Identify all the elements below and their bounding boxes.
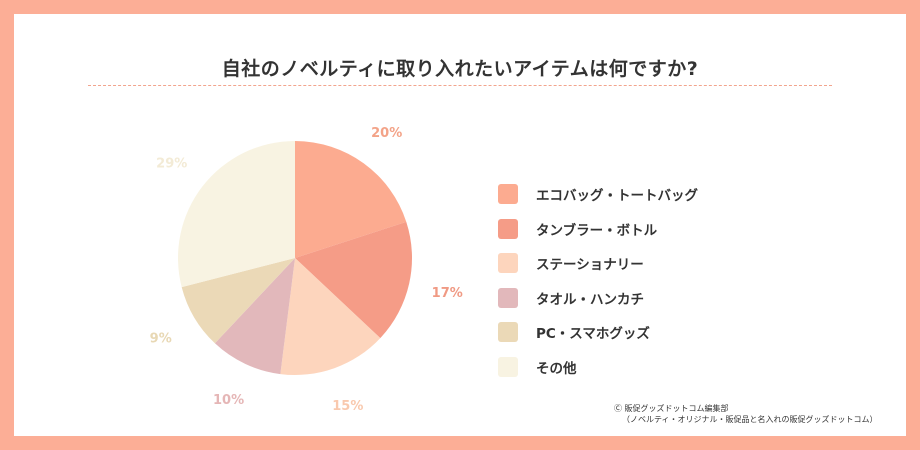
data-label-1: 20% [371,126,402,141]
legend-item-1: エコバッグ・トートバッグ [498,177,798,212]
chart-title: 自社のノベルティに取り入れたいアイテムは何ですか? [221,58,699,80]
data-label-6: 29% [156,156,187,171]
title-divider [88,85,832,86]
legend-swatch [498,287,518,308]
legend-label: タオル・ハンカチ [536,291,644,308]
pie-slice-3 [280,258,381,375]
legend-item-4: タオル・ハンカチ [498,281,798,316]
pie-slice-2 [295,221,412,339]
data-label-4: 10% [213,393,244,408]
pie-slice-1 [295,141,407,258]
legend-swatch [498,184,518,205]
credit-line-2: （ノベルティ・オリジナル・販促品と名入れの販促グッズドットコム） [622,415,878,424]
data-label-5: 9% [150,331,172,346]
legend-label: エコバッグ・トートバッグ [536,188,698,205]
legend-item-6: その他 [498,350,798,385]
legend-item-3: ステーショナリー [498,246,798,281]
legend-label: タンブラー・ボトル [536,222,658,239]
legend: エコバッグ・トートバッグ タンブラー・ボトル ステーショナリー タオル・ハンカチ PC・… [498,177,798,384]
data-label-2: 17% [432,286,463,301]
legend-label: ステーショナリー [536,257,644,274]
data-label-3: 15% [332,399,363,414]
legend-item-2: タンブラー・ボトル [498,212,798,247]
pie-slice-5 [181,258,295,344]
credit-line-1: Ⓒ 販促グッズドットコム編集部 [614,404,729,413]
pie-slice-6 [178,141,295,288]
legend-swatch [498,322,518,343]
pie-slice-4 [214,258,295,375]
legend-swatch [498,218,518,239]
chart-card: 自社のノベルティに取り入れたいアイテムは何ですか? 20% 17% 15% 10% 9%… [14,14,906,436]
legend-label: その他 [536,360,577,377]
credit: Ⓒ 販促グッズドットコム編集部 （ノベルティ・オリジナル・販促品と名入れの販促グ… [614,403,904,425]
legend-label: PC・スマホグッズ [536,326,650,343]
legend-swatch [498,356,518,377]
pie-chart: 20% 17% 15% 10% 9% 29% [150,126,463,414]
legend-swatch [498,253,518,274]
legend-item-5: PC・スマホグッズ [498,315,798,350]
